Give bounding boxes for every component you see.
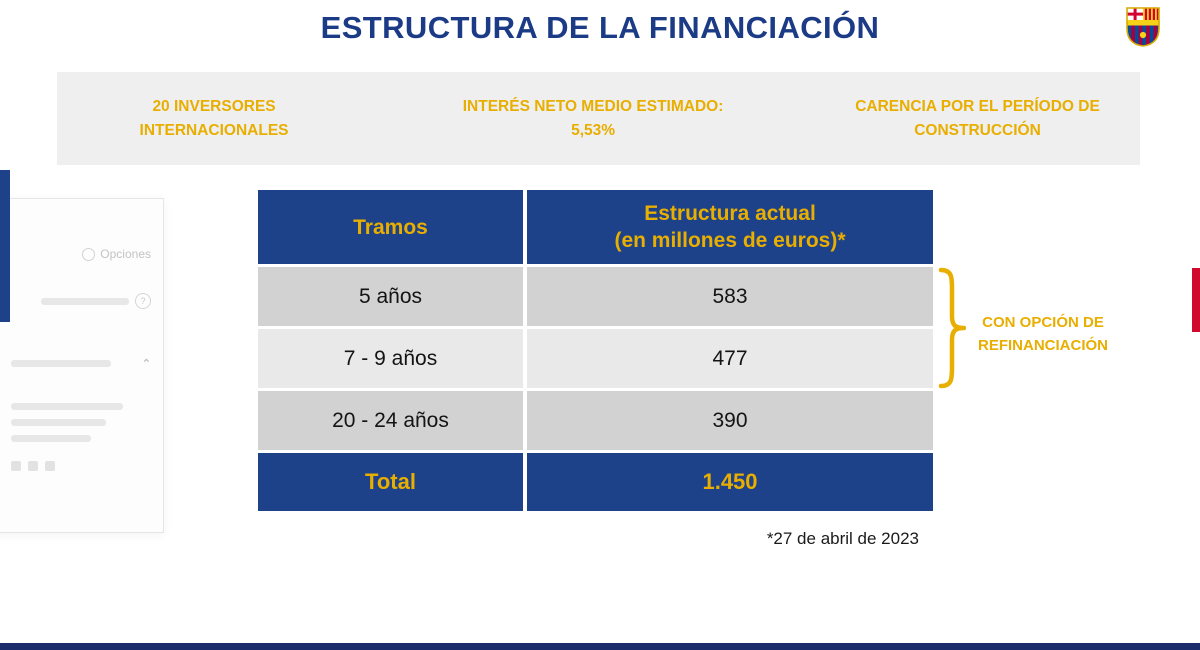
background-text-row: ? (41, 293, 151, 309)
faded-text-line (11, 403, 123, 410)
background-icon-row (11, 461, 55, 471)
column-header-tramos: Tramos (258, 190, 523, 264)
column-header-estructura: Estructura actual (en millones de euros)… (527, 190, 933, 264)
valor-value: 477 (712, 346, 748, 370)
annotation-line: CON OPCIÓN DE (982, 314, 1104, 331)
annotation-line: REFINANCIACIÓN (978, 337, 1108, 354)
faded-text-line (11, 360, 111, 367)
background-options-label: Opciones (100, 247, 151, 261)
banner-text-line: CONSTRUCCIÓN (914, 121, 1041, 139)
banner-text-line: 5,53% (571, 121, 616, 139)
financing-table: Tramos Estructura actual (en millones de… (258, 190, 933, 511)
table-cell-tramo: 5 años (258, 267, 523, 326)
banner-text-line: CARENCIA POR EL PERÍODO DE (855, 97, 1100, 115)
column-header-label: Estructura actual (644, 202, 816, 225)
gear-icon (82, 247, 96, 261)
background-section-header: ⌃ (11, 357, 151, 370)
faded-icon (45, 461, 55, 471)
page-title: ESTRUCTURA DE LA FINANCIACIÓN (320, 10, 880, 45)
refinancing-annotation: CON OPCIÓN DE REFINANCIACIÓN (963, 311, 1123, 357)
column-header-label: Tramos (353, 215, 428, 239)
banner-text-line: INTERNACIONALES (139, 121, 289, 139)
table-cell-valor: 477 (527, 329, 933, 388)
banner-item-grace-period: CARENCIA POR EL PERÍODO DE CONSTRUCCIÓN (815, 95, 1140, 143)
banner-text-line: INTERÉS NETO MEDIO ESTIMADO: (462, 97, 724, 115)
background-text-block (11, 403, 123, 451)
valor-value: 390 (712, 408, 748, 432)
tramo-label: 5 años (358, 284, 423, 308)
table-cell-tramo: 20 - 24 años (258, 391, 523, 450)
total-value: 1.450 (702, 469, 758, 494)
table-cell-valor: 583 (527, 267, 933, 326)
curly-brace-right-icon (938, 266, 967, 390)
banner-text-line: 20 INVERSORES (152, 97, 276, 115)
question-circle-icon: ? (135, 293, 151, 309)
background-window-panel: Opciones ? ⌃ (0, 198, 164, 533)
faded-icon (28, 461, 38, 471)
column-header-sublabel: (en millones de euros)* (614, 229, 846, 252)
bottom-navy-bar (0, 643, 1200, 650)
table-cell-tramo: 7 - 9 años (258, 329, 523, 388)
total-label: Total (365, 469, 416, 494)
background-options-menu[interactable]: Opciones (82, 247, 151, 261)
faded-text-line (41, 297, 129, 305)
total-row-value: 1.450 (527, 453, 933, 511)
tramo-label: 20 - 24 años (332, 408, 449, 432)
table-cell-valor: 390 (527, 391, 933, 450)
banner-item-investors: 20 INVERSORES INTERNACIONALES (57, 95, 371, 143)
right-red-accent-bar (1192, 268, 1200, 332)
banner-item-interest: INTERÉS NETO MEDIO ESTIMADO: 5,53% (371, 95, 815, 143)
date-footnote: *27 de abril de 2023 (766, 529, 919, 548)
highlights-banner: 20 INVERSORES INTERNACIONALES INTERÉS NE… (57, 72, 1140, 165)
fc-barcelona-crest-icon (1124, 6, 1162, 48)
left-blue-accent-bar (0, 170, 10, 322)
chevron-up-icon: ⌃ (141, 358, 151, 370)
faded-icon (11, 461, 21, 471)
faded-text-line (11, 435, 91, 442)
valor-value: 583 (712, 284, 748, 308)
tramo-label: 7 - 9 años (343, 346, 438, 370)
total-row-label: Total (258, 453, 523, 511)
faded-text-line (11, 419, 106, 426)
